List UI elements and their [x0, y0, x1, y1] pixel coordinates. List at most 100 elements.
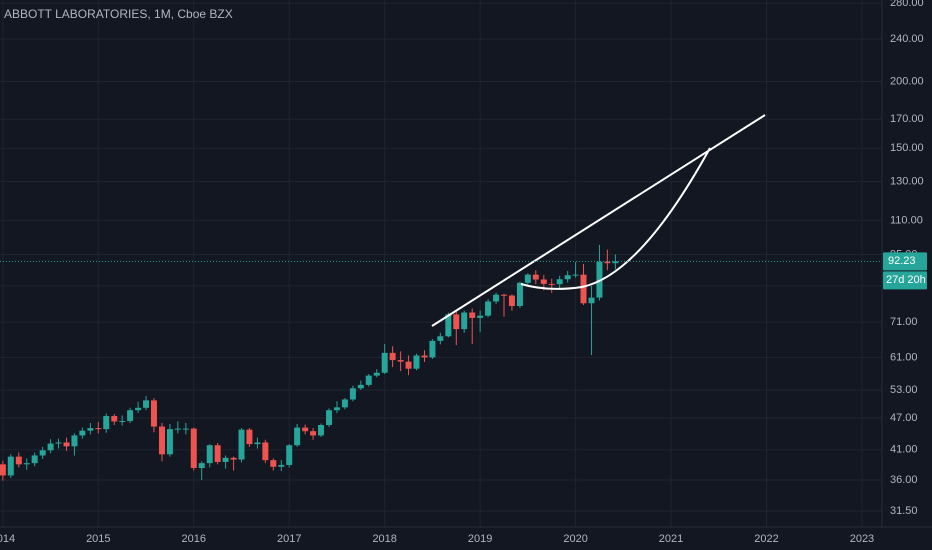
last-price-box [883, 252, 927, 271]
candles [0, 244, 619, 481]
chart-title: ABBOTT LABORATORIES, 1M, Cboe BZX [4, 7, 233, 21]
candle-body [7, 456, 14, 476]
cup-curve[interactable] [520, 147, 711, 290]
candle-body [55, 442, 62, 444]
candle-body [206, 445, 213, 464]
candle-body [326, 410, 333, 426]
candle-body [564, 275, 571, 280]
x-tick-label: 2017 [277, 533, 301, 545]
y-tick-label: 41.00 [890, 444, 918, 456]
candle-body [238, 429, 245, 460]
x-tick-label: 2021 [659, 533, 683, 545]
candle-body [135, 407, 142, 411]
candle-body [405, 361, 412, 369]
candle-body [166, 429, 173, 455]
candle-body [596, 261, 603, 298]
candle-body [119, 420, 126, 422]
candle-body [127, 410, 134, 421]
candle-body [501, 294, 507, 296]
candle-body [278, 464, 285, 467]
candle-body [15, 456, 22, 465]
candle-body [604, 261, 611, 264]
y-tick-label: 71.00 [890, 316, 918, 328]
last-price-label: 92.23 [888, 255, 916, 267]
candle-body [318, 425, 325, 436]
y-tick-label: 280.00 [890, 0, 924, 9]
candle-body [349, 388, 356, 400]
candle-body [254, 442, 261, 445]
candle-body [182, 428, 189, 430]
y-tick-label: 53.00 [890, 384, 918, 396]
candle-body [47, 443, 54, 451]
candle-body [246, 429, 253, 445]
candle-body [572, 274, 579, 276]
candle-body [63, 442, 70, 447]
candle-body [580, 274, 587, 304]
candle-body [222, 457, 229, 462]
candle-body [294, 427, 301, 446]
candle-body [39, 450, 46, 456]
candle-body [373, 372, 380, 376]
candle-body [516, 282, 523, 307]
candle-body [214, 445, 221, 462]
candle-body [445, 314, 452, 337]
candle-body [262, 442, 269, 461]
x-tick-label: 2015 [86, 533, 110, 545]
candle-body [485, 301, 492, 316]
candle-body [556, 279, 563, 285]
candle-body [421, 355, 428, 358]
candle-body [389, 352, 396, 361]
candle-body [158, 426, 165, 455]
candle-body [588, 297, 595, 304]
y-tick-label: 31.50 [890, 505, 918, 517]
drawings [431, 114, 766, 327]
candle-body [111, 416, 118, 422]
y-tick-label: 110.00 [890, 214, 923, 226]
candle-body [150, 400, 157, 427]
candle-body [174, 428, 181, 430]
y-tick-label: 200.00 [890, 75, 924, 87]
candle-body [95, 428, 102, 430]
candle-body [341, 399, 348, 408]
candle-body [79, 430, 86, 436]
candle-body [31, 455, 38, 464]
y-tick-label: 47.00 [890, 412, 918, 424]
candle-body [365, 375, 372, 385]
candle-body [23, 463, 30, 465]
y-tick-label: 150.00 [890, 142, 924, 154]
candle-body [230, 457, 237, 460]
x-tick-label: 2022 [754, 533, 778, 545]
candle-body [381, 352, 388, 373]
x-tick-label: 2018 [372, 533, 396, 545]
candle-body [508, 295, 515, 307]
candle-body [540, 279, 547, 284]
x-tick-label: 2023 [850, 533, 874, 545]
candle-body [477, 315, 484, 318]
candle-body [71, 435, 78, 447]
candle-body [413, 355, 420, 369]
candle-body [87, 428, 94, 431]
grid [0, 0, 882, 527]
candle-body [461, 312, 468, 330]
candle-body [453, 314, 460, 330]
candle-body [302, 427, 309, 432]
candle-body [310, 431, 317, 436]
y-tick-label: 240.00 [890, 33, 924, 45]
candle-body [198, 463, 205, 468]
candle-body [548, 283, 555, 285]
price-labels: 92.23 27d 20h [0, 252, 927, 290]
candle-body [612, 261, 619, 264]
candle-body [469, 312, 476, 318]
candle-body [190, 428, 197, 468]
x-tick-label: 2016 [182, 533, 206, 545]
y-tick-label: 61.00 [890, 351, 918, 363]
candle-body [397, 360, 404, 362]
countdown-label: 27d 20h [886, 274, 926, 286]
candle-body [437, 336, 444, 341]
countdown-box [883, 271, 927, 290]
candle-body [429, 340, 436, 358]
candle-body [270, 460, 277, 467]
